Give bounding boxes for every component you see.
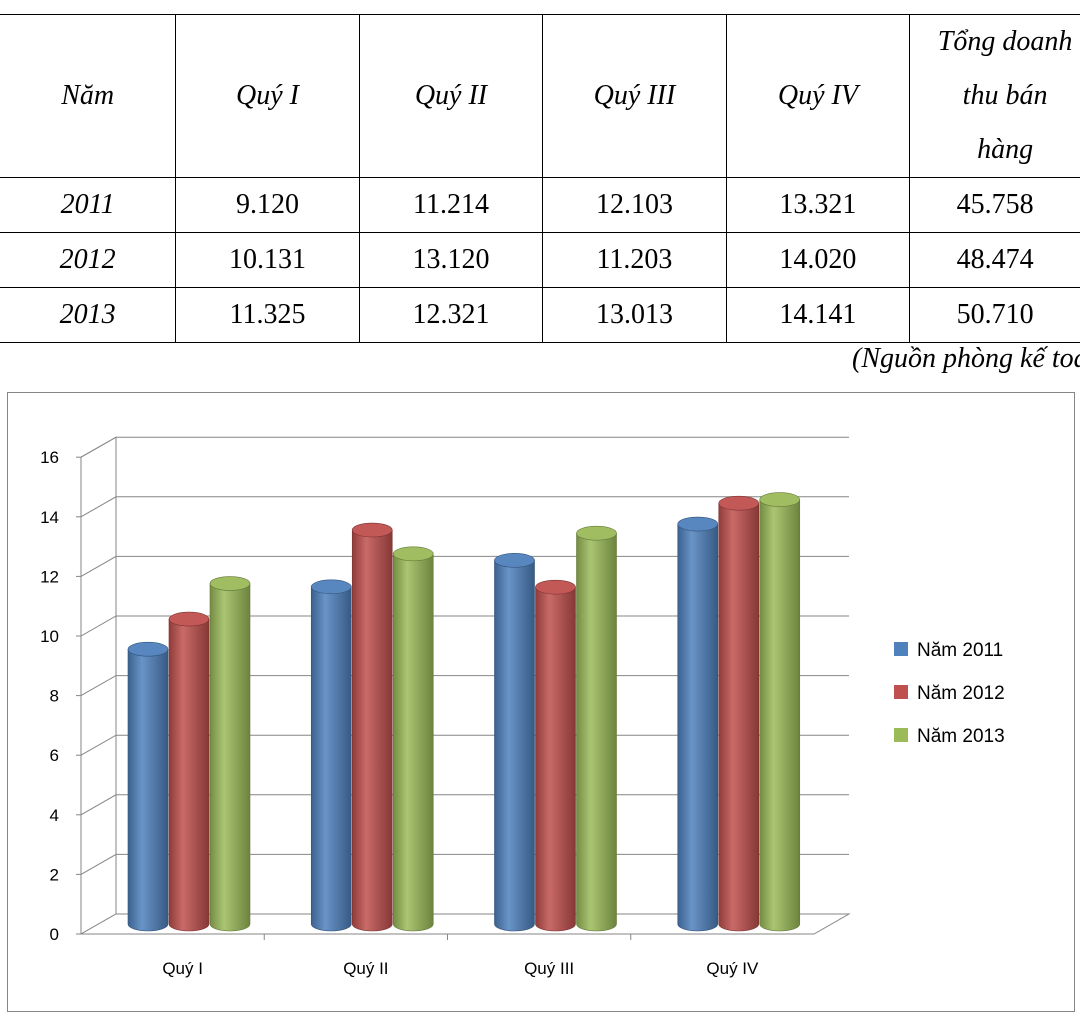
table-row: 2012 10.131 13.120 11.203 14.020 48.474 bbox=[0, 232, 1080, 288]
cell-q4: 14.020 bbox=[725, 232, 911, 288]
cell-q4: 13.321 bbox=[725, 177, 911, 233]
chart-frame: 0 2 4 6 8 10 12 14 16 Quý I Quý II Quý III Quý IV N… bbox=[7, 392, 1075, 1012]
header-q4: Quý IV bbox=[725, 14, 911, 178]
legend-label: Năm 2011 bbox=[917, 640, 1003, 661]
y-tick-label: 4 bbox=[50, 806, 59, 825]
y-tick-label: 2 bbox=[50, 865, 59, 884]
bar bbox=[351, 522, 393, 932]
x-tick-label: Quý I bbox=[162, 959, 203, 978]
table-header-row: Năm Quý I Quý II Quý III Quý IV Tổng doa… bbox=[0, 14, 1080, 178]
cell-q1: 9.120 bbox=[175, 177, 360, 233]
y-tick-label: 16 bbox=[40, 448, 59, 467]
cell-q2: 12.321 bbox=[358, 287, 544, 343]
bar bbox=[168, 611, 210, 932]
header-total-line-1: Tổng doanh bbox=[937, 26, 1073, 57]
cell-q2: 11.214 bbox=[358, 177, 544, 233]
header-q1: Quý I bbox=[175, 14, 360, 178]
legend-swatch bbox=[894, 642, 908, 656]
y-tick-label: 12 bbox=[40, 567, 59, 586]
bar bbox=[392, 546, 434, 932]
bar bbox=[494, 553, 535, 932]
header-q3: Quý III bbox=[542, 14, 727, 178]
table-row: 2013 11.325 12.321 13.013 14.141 50.710 bbox=[0, 287, 1080, 343]
bar bbox=[677, 516, 719, 932]
table-row: 2011 9.120 11.214 12.103 13.321 45.758 bbox=[0, 177, 1080, 233]
legend-entry: Năm 2013 bbox=[894, 726, 1005, 747]
cell-year: 2012 bbox=[0, 232, 177, 288]
cell-year: 2011 bbox=[0, 177, 177, 233]
y-tick-label: 14 bbox=[40, 508, 59, 527]
cell-q1: 11.325 bbox=[175, 287, 360, 343]
bar bbox=[209, 576, 251, 932]
header-q2: Quý II bbox=[358, 14, 544, 178]
header-total-line-2: thu bán bbox=[962, 80, 1048, 111]
cell-year: 2013 bbox=[0, 287, 177, 343]
bar bbox=[576, 525, 617, 932]
sales-table: Năm Quý I Quý II Quý III Quý IV Tổng doa… bbox=[0, 14, 1080, 343]
source-note: (Nguồn phòng kế toán ) bbox=[852, 343, 1080, 374]
legend-entry: Năm 2011 bbox=[894, 640, 1003, 661]
cell-q2: 13.120 bbox=[358, 232, 544, 288]
x-tick-label: Quý II bbox=[343, 959, 388, 978]
x-tick-label: Quý IV bbox=[706, 959, 759, 978]
cell-q1: 10.131 bbox=[175, 232, 360, 288]
legend-swatch bbox=[894, 728, 908, 742]
x-tick-label: Quý III bbox=[524, 959, 574, 978]
gridline bbox=[80, 436, 849, 458]
cell-q4: 14.141 bbox=[725, 287, 911, 343]
y-tick-label: 10 bbox=[40, 627, 59, 646]
bar bbox=[535, 579, 576, 932]
gridline bbox=[80, 496, 849, 518]
header-total-line-3: hàng bbox=[977, 134, 1034, 165]
bar bbox=[310, 579, 352, 932]
legend-swatch bbox=[894, 685, 908, 699]
cell-total: 48.474 bbox=[909, 232, 1080, 288]
bar bbox=[759, 492, 801, 932]
legend-label: Năm 2012 bbox=[917, 683, 1005, 704]
cell-q3: 11.203 bbox=[542, 232, 727, 288]
header-year: Năm bbox=[0, 14, 177, 178]
bar-chart: 0 2 4 6 8 10 12 14 16 Quý I Quý II Quý III Quý IV N… bbox=[40, 436, 1005, 978]
cell-total: 45.758 bbox=[909, 177, 1080, 233]
legend-entry: Năm 2012 bbox=[894, 683, 1005, 704]
bar bbox=[127, 641, 169, 932]
header-total: Tổng doanh thu bán hàng bbox=[909, 14, 1080, 178]
y-tick-label: 0 bbox=[50, 925, 59, 944]
y-tick-label: 8 bbox=[50, 687, 59, 706]
cell-q3: 12.103 bbox=[542, 177, 727, 233]
y-tick-label: 6 bbox=[50, 746, 59, 765]
legend-label: Năm 2013 bbox=[917, 726, 1005, 747]
cell-q3: 13.013 bbox=[542, 287, 727, 343]
cell-total: 50.710 bbox=[909, 287, 1080, 343]
bar bbox=[718, 495, 760, 932]
